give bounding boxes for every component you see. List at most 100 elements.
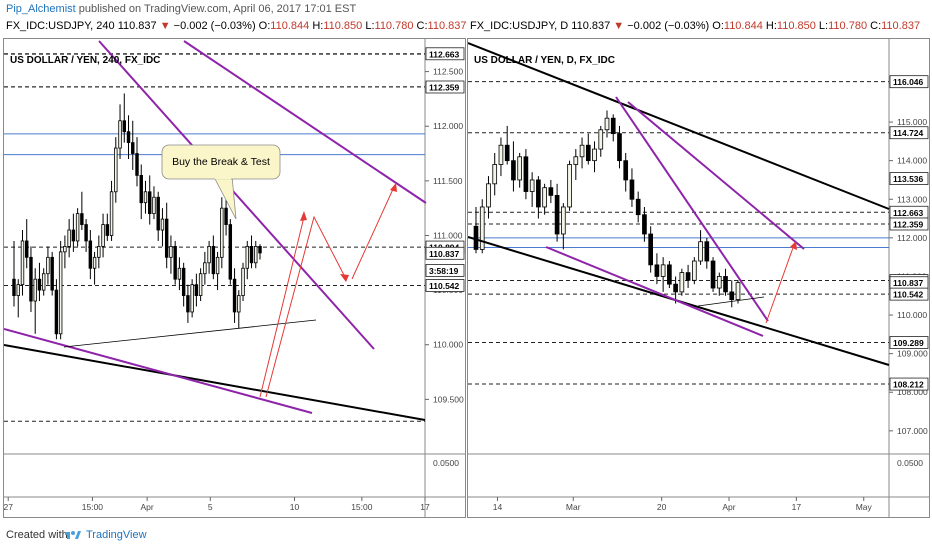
callout-text: Buy the Break & Test	[172, 156, 270, 168]
bullish-candle	[203, 262, 207, 275]
candles-group	[473, 110, 741, 308]
projection-arrow	[765, 244, 795, 324]
bearish-candle	[623, 160, 629, 181]
created-with-text: Created with	[6, 529, 68, 541]
tradingview-brand[interactable]: TradingView	[86, 529, 147, 541]
bearish-candle	[80, 213, 84, 225]
bullish-candle	[529, 179, 535, 192]
bullish-candle	[220, 207, 224, 258]
publish-text: published on TradingView.com, April 06, …	[78, 3, 357, 15]
chart-panel-daily[interactable]: 116.000115.000114.000113.000112.000111.0…	[467, 38, 930, 518]
l-label: L:	[818, 20, 829, 32]
bullish-candle	[598, 129, 604, 150]
price-label: 112.663	[429, 49, 460, 59]
arrow-head-icon	[300, 211, 307, 221]
price-label-box	[889, 287, 929, 301]
falling-resistance-line	[98, 40, 375, 350]
bearish-candle	[232, 278, 237, 313]
bullish-candle	[517, 156, 523, 181]
y-tick-label: 107.000	[897, 426, 928, 436]
arrow-head-icon	[390, 183, 397, 192]
bearish-candle	[610, 117, 616, 135]
bullish-candle	[604, 117, 610, 131]
price-label: 113.536	[893, 174, 924, 184]
indicator-value-label: 0.0500	[433, 458, 459, 468]
bullish-candle	[207, 246, 211, 264]
bearish-candle	[473, 225, 479, 250]
l-label: L:	[365, 20, 375, 32]
bullish-candle	[152, 196, 156, 215]
bearish-candle	[710, 260, 716, 289]
projection-arrow	[351, 186, 395, 280]
price-label: 110.837	[429, 249, 460, 259]
bearish-candle	[12, 278, 16, 296]
chart-4h-canvas[interactable]: 112.500112.000111.500111.000110.500110.0…	[4, 39, 465, 517]
bullish-candle	[735, 282, 741, 301]
bearish-candle	[258, 246, 262, 254]
x-tick-label: 17	[420, 502, 430, 512]
price-label-box	[889, 75, 929, 89]
price-label-box	[425, 246, 465, 260]
chart-title: US DOLLAR / YEN, D, FX_IDC	[474, 55, 615, 66]
bearish-candle	[50, 256, 54, 291]
y-tick-label: 115.000	[897, 117, 927, 127]
symbol-label: FX_IDC:USDJPY, 240	[6, 20, 115, 32]
author-link[interactable]: Pip_Alchemist	[6, 3, 76, 15]
bullish-candle	[46, 256, 50, 275]
bearish-candle	[88, 240, 93, 269]
bearish-candle	[181, 267, 186, 296]
bearish-candle	[648, 233, 654, 266]
open-value: 110.844	[270, 20, 310, 32]
bullish-candle	[245, 246, 249, 269]
bullish-candle	[237, 295, 241, 313]
upper-channel-line	[627, 101, 805, 250]
bullish-candle	[169, 246, 173, 258]
bearish-candle	[224, 207, 228, 225]
bearish-candle	[164, 218, 169, 258]
y-tick-label: 110.000	[897, 310, 927, 320]
y-tick-label: 112.000	[433, 121, 463, 131]
y-tick-label: 109.500	[433, 394, 464, 404]
price-label-box	[425, 80, 465, 94]
price-label: 108.212	[893, 380, 924, 390]
bearish-candle	[25, 240, 29, 258]
bearish-candle	[71, 229, 76, 242]
bearish-candle	[585, 144, 591, 162]
bearish-candle	[617, 133, 622, 162]
bearish-candle	[511, 160, 516, 181]
bullish-candle	[75, 213, 80, 242]
bullish-candle	[498, 144, 504, 165]
support-trend-line	[4, 344, 426, 421]
bullish-candle	[143, 191, 148, 204]
y-tick-label: 112.500	[433, 67, 463, 77]
x-tick-label: May	[856, 502, 873, 512]
bearish-candle	[536, 179, 541, 208]
close-value: 110.837	[427, 20, 467, 32]
publish-info: Pip_Alchemist published on TradingView.c…	[0, 0, 932, 17]
x-tick-label: 17	[792, 502, 802, 512]
bullish-candle	[198, 273, 203, 296]
bullish-candle	[215, 256, 220, 275]
price-label: 114.724	[893, 128, 924, 138]
bullish-candle	[190, 284, 194, 313]
bullish-candle	[63, 246, 67, 253]
chart-title: US DOLLAR / YEN, 240, FX_IDC	[10, 55, 160, 66]
price-label: 109.289	[893, 338, 924, 348]
bullish-candle	[691, 260, 697, 281]
projection-arrow	[259, 216, 305, 398]
bearish-candle	[629, 179, 635, 200]
upper-channel-line	[183, 40, 427, 204]
open-value: 110.844	[723, 20, 763, 32]
bullish-candle	[92, 256, 97, 269]
price-label: 3:58:19	[429, 266, 459, 276]
price-label-box	[889, 336, 929, 349]
candles-group	[12, 93, 262, 340]
low-value: 110.780	[828, 20, 868, 32]
chart-panel-4h[interactable]: 112.500112.000111.500111.000110.500110.0…	[3, 38, 466, 518]
bullish-candle	[20, 240, 25, 286]
bullish-candle	[567, 164, 572, 208]
bullish-candle	[41, 273, 46, 291]
lower-channel-line	[4, 328, 313, 414]
chart-daily-canvas[interactable]: 116.000115.000114.000113.000112.000111.0…	[468, 39, 929, 517]
bullish-candle	[698, 241, 703, 262]
